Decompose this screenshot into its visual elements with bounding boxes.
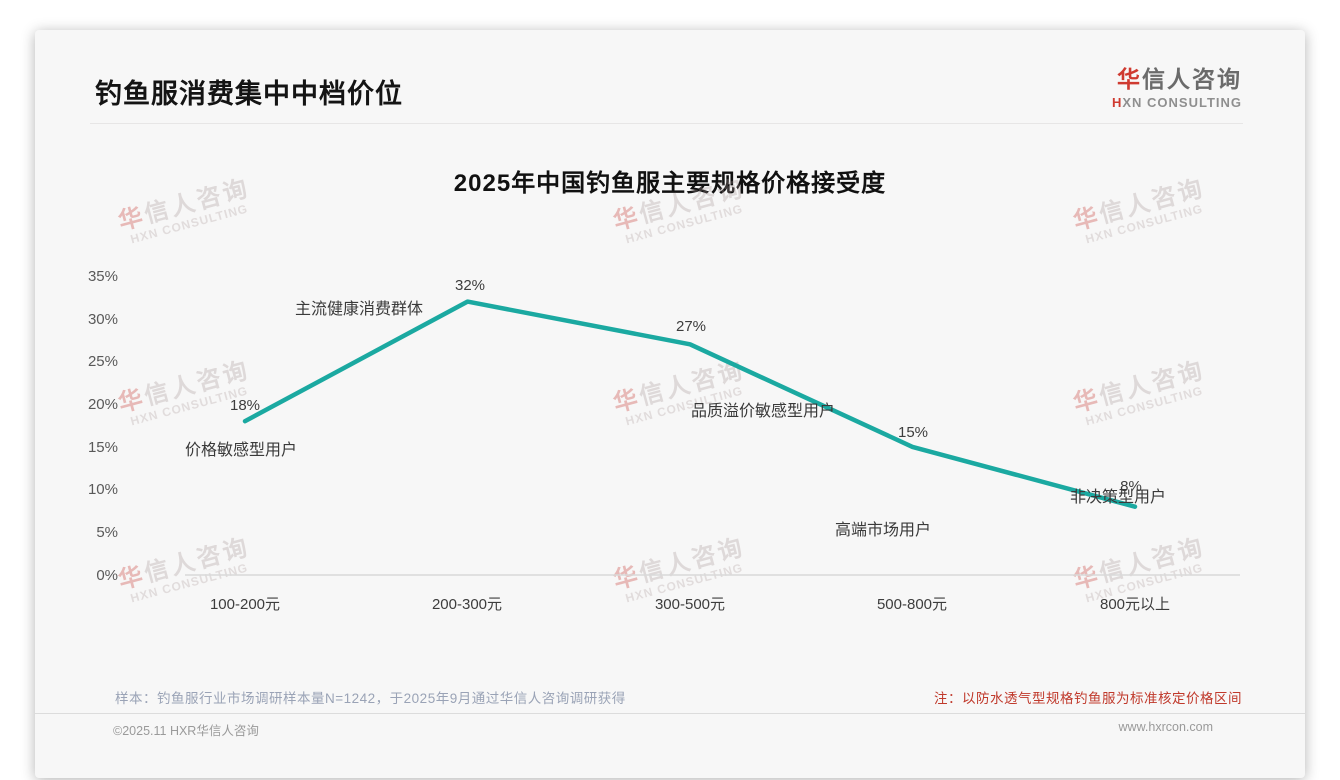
page-title: 钓鱼服消费集中中档价位 (95, 79, 403, 109)
title-divider (90, 123, 1243, 124)
data-label: 18% (229, 397, 261, 414)
logo-subtext: HXN CONSULTING (1112, 95, 1242, 110)
y-axis-tick: 35% (87, 268, 118, 285)
x-axis-label: 200-300元 (431, 596, 503, 613)
y-axis-tick: 0% (96, 567, 118, 584)
chart-title: 2025年中国钓鱼服主要规格价格接受度 (453, 170, 887, 197)
acceptance-line (242, 299, 1138, 509)
logo-sub-rest: XN CONSULTING (1122, 95, 1242, 110)
data-label: 32% (454, 277, 486, 294)
data-label: 8% (1120, 478, 1142, 495)
annotation-non-decision: 非决策型用户 (1070, 489, 1167, 506)
sample-note: 样本：钓鱼服行业市场调研样本量N=1242，于2025年9月通过华信人咨询调研获… (115, 691, 626, 706)
annotation-high-end: 高端市场用户 (835, 522, 932, 539)
company-logo: 华信人咨询 HXN CONSULTING (1112, 60, 1242, 110)
footer-divider (35, 713, 1305, 714)
logo-sub-first: H (1111, 95, 1123, 110)
x-axis-label: 500-800元 (876, 596, 948, 613)
y-axis-tick: 30% (87, 311, 118, 328)
logo-text: 华信人咨询 (1112, 60, 1242, 94)
logo-rest: 信人咨询 (1142, 66, 1242, 92)
logo-first-char: 华 (1117, 66, 1142, 92)
pricing-note: 注：以防水透气型规格钓鱼服为标准核定价格区间 (934, 691, 1242, 706)
y-axis-tick: 5% (96, 524, 118, 541)
slide-card: 钓鱼服消费集中中档价位 华信人咨询 HXN CONSULTING 华信人咨询 H… (35, 30, 1305, 778)
y-axis-tick: 25% (87, 353, 118, 370)
copyright-text: ©2025.11 HXR华信人咨询 (113, 724, 259, 738)
x-axis-label: 800元以上 (1099, 596, 1171, 613)
annotation-quality-premium: 品质溢价敏感型用户 (691, 403, 836, 420)
annotation-price-sensitive: 价格敏感型用户 (185, 442, 298, 459)
line-chart (185, 299, 1240, 576)
y-axis-tick: 10% (87, 481, 118, 498)
data-label: 27% (675, 318, 707, 335)
data-label: 15% (897, 424, 929, 441)
annotation-mainstream: 主流健康消费群体 (295, 301, 424, 318)
y-axis-tick: 20% (87, 396, 118, 413)
x-axis-label: 100-200元 (209, 596, 281, 613)
x-axis-label: 300-500元 (654, 596, 726, 613)
website-link[interactable]: www.hxrcon.com (1118, 720, 1213, 734)
y-axis-tick: 15% (87, 439, 118, 456)
